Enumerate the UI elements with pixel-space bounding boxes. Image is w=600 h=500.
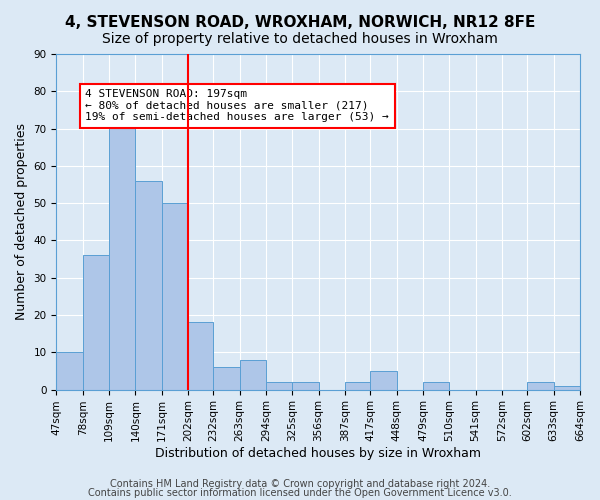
- Bar: [56, 352, 83, 390]
- Bar: [554, 386, 580, 390]
- X-axis label: Distribution of detached houses by size in Wroxham: Distribution of detached houses by size …: [155, 447, 481, 460]
- Bar: [527, 382, 554, 390]
- Bar: [240, 360, 266, 390]
- Bar: [109, 110, 136, 390]
- Bar: [83, 256, 109, 390]
- Text: 4 STEVENSON ROAD: 197sqm
← 80% of detached houses are smaller (217)
19% of semi-: 4 STEVENSON ROAD: 197sqm ← 80% of detach…: [85, 89, 389, 122]
- Text: Size of property relative to detached houses in Wroxham: Size of property relative to detached ho…: [102, 32, 498, 46]
- Y-axis label: Number of detached properties: Number of detached properties: [15, 124, 28, 320]
- Bar: [370, 371, 397, 390]
- Text: Contains HM Land Registry data © Crown copyright and database right 2024.: Contains HM Land Registry data © Crown c…: [110, 479, 490, 489]
- Bar: [214, 367, 240, 390]
- Bar: [423, 382, 449, 390]
- Bar: [188, 322, 214, 390]
- Text: Contains public sector information licensed under the Open Government Licence v3: Contains public sector information licen…: [88, 488, 512, 498]
- Text: 4, STEVENSON ROAD, WROXHAM, NORWICH, NR12 8FE: 4, STEVENSON ROAD, WROXHAM, NORWICH, NR1…: [65, 15, 535, 30]
- Bar: [292, 382, 319, 390]
- Bar: [345, 382, 370, 390]
- Bar: [136, 181, 161, 390]
- Bar: [266, 382, 292, 390]
- Bar: [161, 203, 188, 390]
